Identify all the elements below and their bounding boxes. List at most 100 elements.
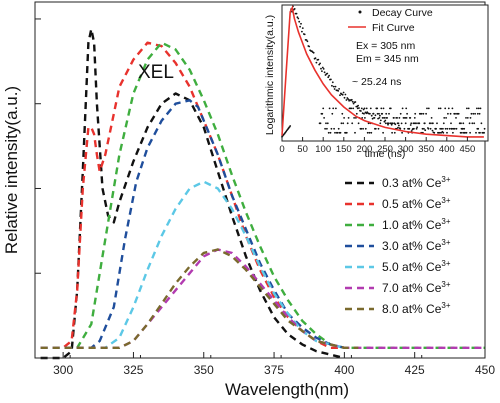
decay-point [319,62,321,65]
inset-decay-points [281,5,486,138]
decay-point [319,122,322,125]
inset-legend-label-fit: Fit Curve [372,22,415,34]
decay-point [312,51,315,54]
decay-point [396,117,398,119]
decay-point [479,107,482,110]
inset-annotation-ex: Ex = 305 nm [356,40,415,52]
decay-point [468,122,471,125]
decay-point [347,117,350,119]
decay-point [380,107,383,110]
decay-point [328,107,331,110]
decay-point [331,112,334,115]
decay-point [389,107,392,110]
decay-point [321,112,324,115]
decay-point [398,124,400,127]
decay-point [452,127,455,130]
decay-point [401,107,404,110]
decay-point [416,126,418,129]
decay-point [476,112,479,115]
decay-point [338,88,340,90]
decay-point [382,107,385,110]
decay-point [336,131,339,134]
decay-point [369,112,371,115]
decay-point [440,127,443,130]
decay-point [399,127,402,130]
decay-point [342,91,345,94]
decay-point [351,122,354,125]
decay-point [346,122,349,125]
decay-point [465,117,467,119]
decay-point [399,112,402,115]
decay-point [401,131,403,134]
decay-point [384,117,386,119]
decay-point [480,122,483,125]
legend-label-3: 3.0 at% Ce3+ [382,238,451,253]
decay-point [293,7,296,10]
decay-point [355,112,358,115]
x-tick-label-450: 450 [475,363,495,377]
decay-point [376,112,379,115]
inset-y-axis-title: Logarithmic intensity(a.u.) [264,15,276,135]
decay-point [351,100,354,103]
decay-point [377,127,380,130]
decay-point [379,114,381,117]
inset-x-tick-label-450: 450 [459,144,475,155]
decay-point [405,107,408,110]
legend-label-6: 8.0 at% Ce3+ [382,301,451,316]
decay-point [386,117,388,119]
decay-point [354,131,356,134]
decay-point [327,131,330,134]
decay-point [397,126,399,129]
decay-point [451,127,453,130]
decay-point [431,129,434,132]
decay-point [322,107,325,110]
inset-annotation-lifetime: ~ 25.24 ns [352,76,401,88]
decay-point [408,127,411,130]
decay-point [333,127,335,130]
decay-point [439,127,442,130]
decay-point [362,127,364,130]
decay-point [350,107,353,110]
decay-point [347,98,350,101]
decay-point [437,131,440,134]
decay-point [300,22,302,25]
decay-point [402,117,405,119]
decay-point [409,124,412,126]
x-tick-label-350: 350 [194,363,214,377]
xel-annotation: XEL [138,62,174,83]
legend-label-5: 7.0 at% Ce3+ [382,280,451,295]
decay-point [387,122,390,125]
decay-point [421,127,424,130]
decay-point [397,122,400,125]
inset-x-tick-label-50: 50 [297,144,308,155]
decay-point [334,85,337,88]
decay-point [442,122,445,125]
decay-point [390,122,393,125]
inset-x-tick-label-200: 200 [356,144,372,155]
decay-point [477,107,480,110]
decay-point [391,122,394,125]
decay-point [321,66,324,69]
decay-point [466,107,468,110]
decay-point [354,101,357,103]
decay-point [384,122,387,125]
decay-point [400,122,403,125]
decay-point [409,117,412,119]
decay-point [404,122,407,125]
legend-label-0: 0.3 at% Ce3+ [382,175,451,190]
decay-point [478,112,481,115]
decay-point [363,107,366,110]
decay-point [405,117,408,119]
inset-x-tick-label-300: 300 [398,144,414,155]
decay-point [415,122,417,125]
decay-point [444,127,447,130]
inset-legend-label-decay: Decay Curve [372,7,433,19]
legend-label-1: 0.5 at% Ce3+ [382,196,451,211]
decay-point [423,122,426,125]
decay-point [387,123,389,126]
decay-point [332,85,335,88]
legend-label-4: 5.0 at% Ce3+ [382,259,451,274]
decay-point [352,107,355,110]
decay-point [447,107,450,110]
decay-point [463,127,466,130]
